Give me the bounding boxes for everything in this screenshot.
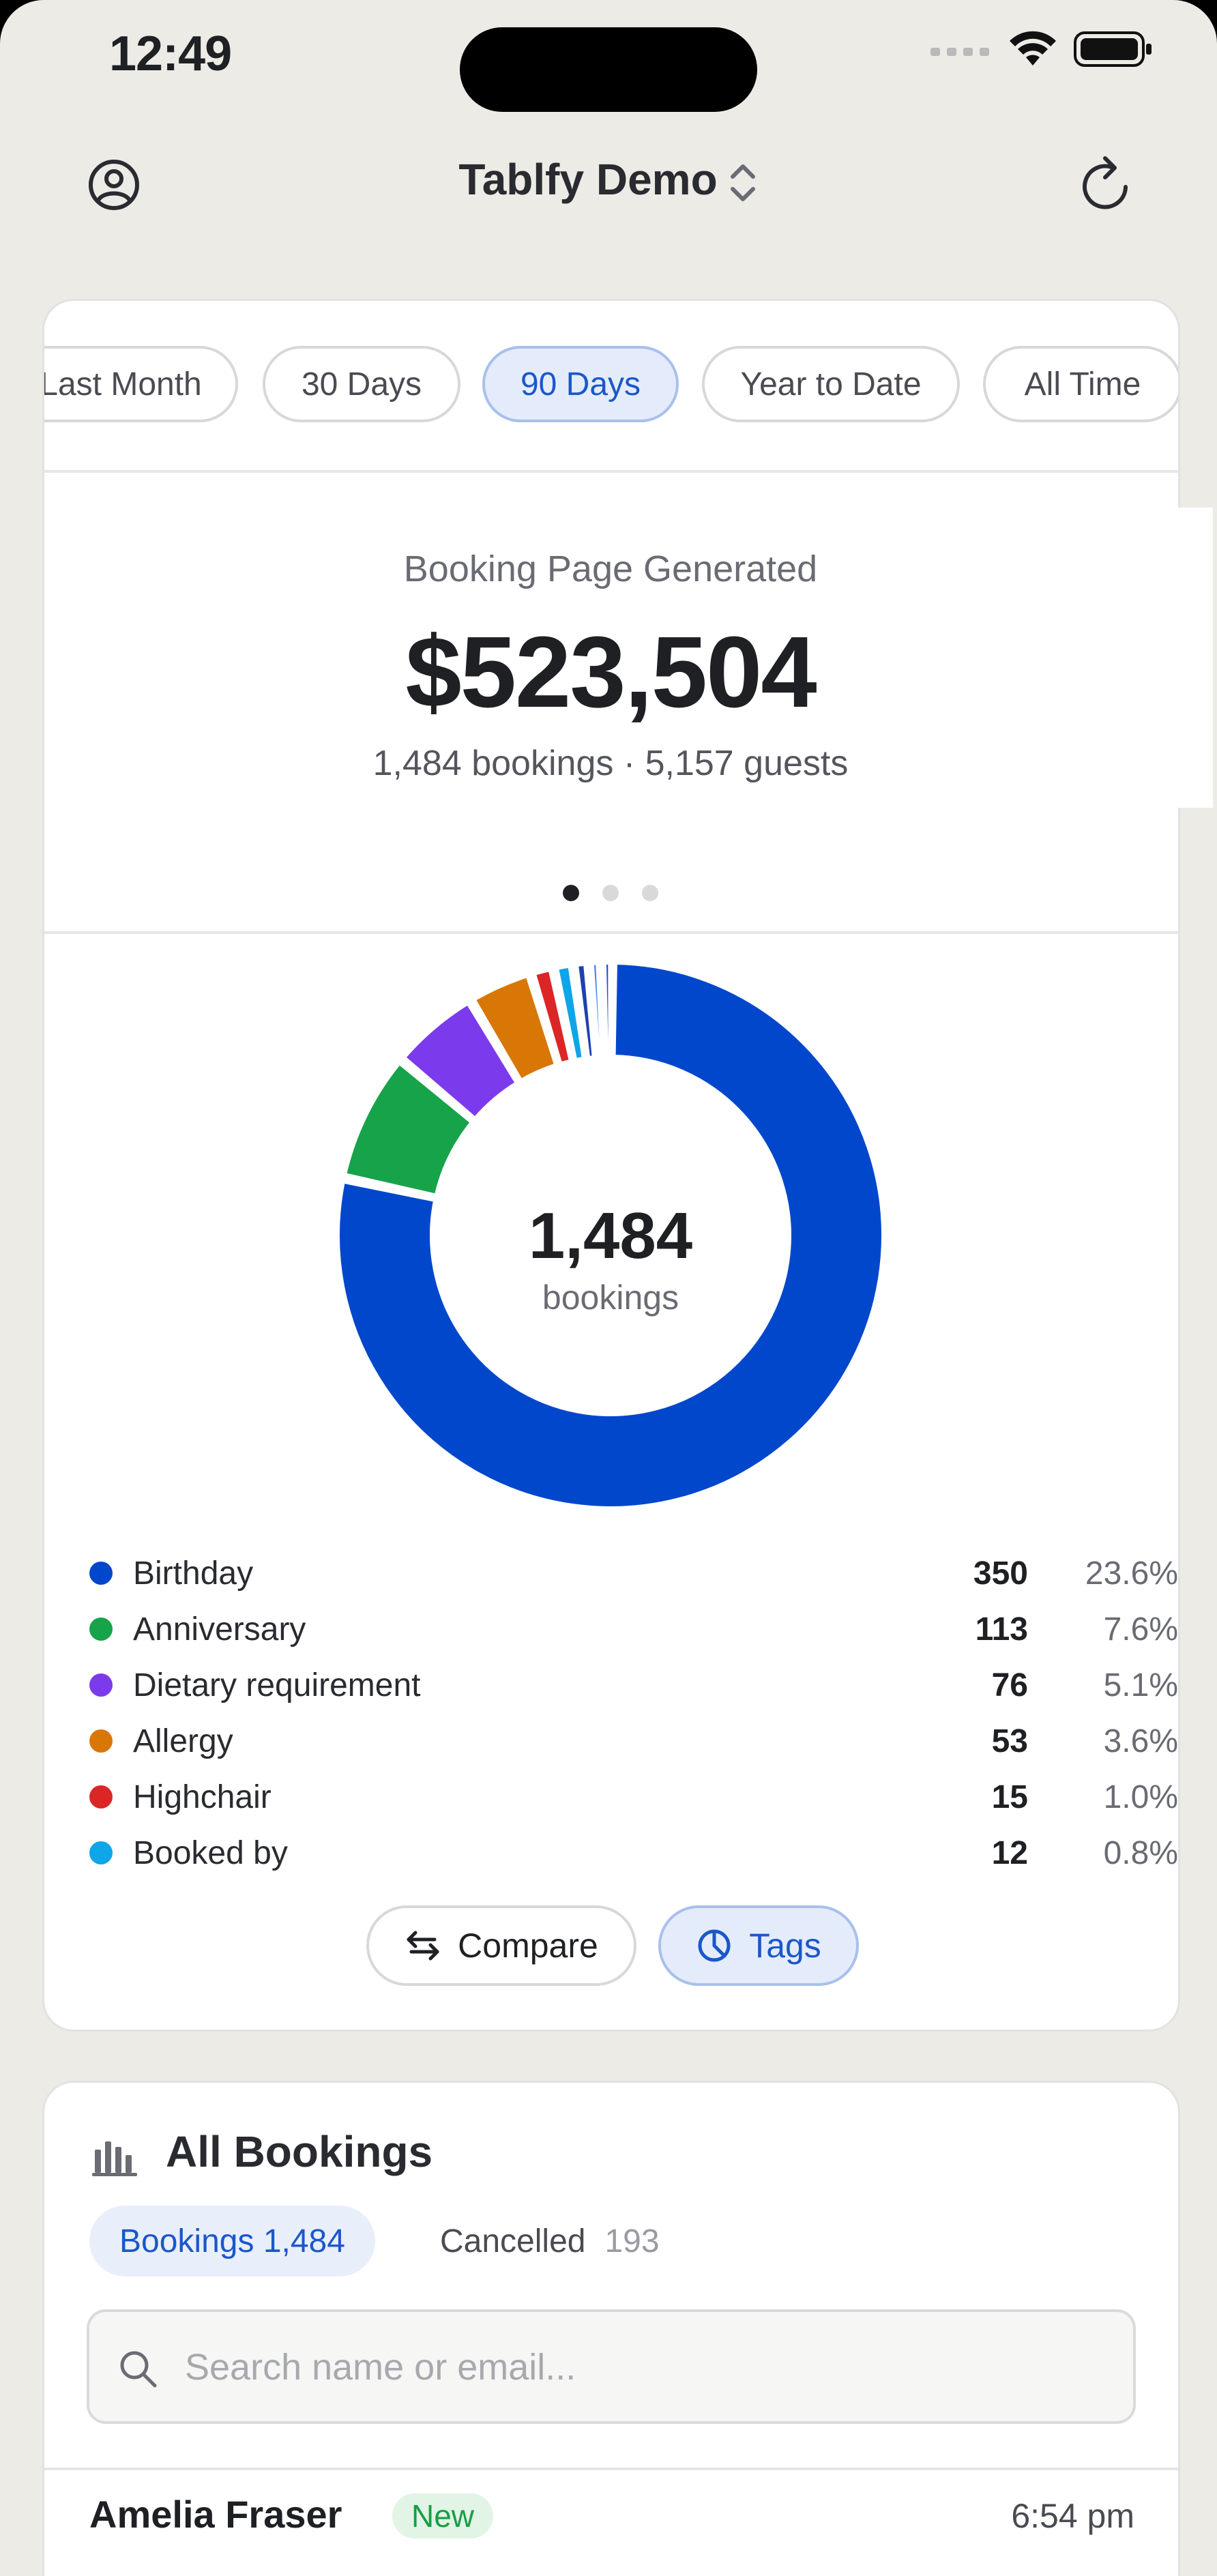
- tab-bookings-label: Bookings: [119, 2223, 254, 2259]
- legend-dot: [89, 1618, 113, 1641]
- legend-percent: 1.0%: [1103, 1779, 1178, 1815]
- donut-slice-highchair[interactable]: [531, 967, 574, 1066]
- page-dot: [602, 885, 619, 901]
- bar-chart-icon: [92, 2141, 137, 2176]
- chevron-up-down-icon: [730, 164, 755, 202]
- filter-all-time[interactable]: All Time: [983, 346, 1178, 422]
- legend-percent: 23.6%: [1085, 1555, 1178, 1592]
- legend-percent: 5.1%: [1103, 1667, 1178, 1703]
- tab-cancelled[interactable]: Cancelled 193: [440, 2206, 660, 2277]
- legend-item[interactable]: Highchair 15 1.0%: [87, 1773, 1178, 1828]
- donut-slice-other[interactable]: [589, 961, 604, 1059]
- donut-slice-dietary-requirement[interactable]: [401, 1000, 520, 1122]
- compare-label: Compare: [458, 1927, 598, 1965]
- status-icons: [930, 30, 1153, 68]
- tab-bookings[interactable]: Bookings 1,484: [89, 2206, 375, 2277]
- tags-button[interactable]: Tags: [658, 1905, 859, 1986]
- compare-button[interactable]: Compare: [366, 1905, 636, 1986]
- legend-percent: 0.8%: [1103, 1835, 1178, 1871]
- donut-slice-booked-by[interactable]: [555, 963, 586, 1063]
- donut-center-label: bookings: [542, 1278, 679, 1317]
- legend-count: 53: [991, 1723, 1028, 1759]
- refresh-icon[interactable]: [1075, 151, 1137, 217]
- legend-count: 113: [975, 1611, 1028, 1648]
- battery-icon: [1074, 31, 1152, 67]
- filter-90-days[interactable]: 90 Days: [482, 346, 679, 422]
- status-badge: New: [392, 2493, 494, 2538]
- search-input[interactable]: [184, 2339, 1073, 2395]
- legend-count: 350: [973, 1555, 1028, 1592]
- legend-label: Dietary requirement: [133, 1667, 421, 1703]
- tags-donut-chart: [336, 961, 885, 1510]
- pie-chart-icon: [698, 1929, 731, 1962]
- nav-bar: Tablfy Demo: [0, 136, 1217, 232]
- search-box: [87, 2309, 1136, 2424]
- edge-overlay: [1175, 508, 1213, 808]
- divider: [44, 2468, 1178, 2470]
- venue-switcher[interactable]: Tablfy Demo: [0, 154, 1217, 205]
- search-icon: [120, 2351, 157, 2388]
- legend-dot: [89, 1729, 113, 1753]
- arrows-swap-icon: [407, 1931, 439, 1961]
- legend-label: Birthday: [133, 1555, 254, 1592]
- legend-label: Highchair: [133, 1779, 272, 1815]
- summary-subtitle: 1,484 bookings · 5,157 guests: [372, 744, 849, 783]
- legend-dot: [89, 1673, 113, 1697]
- legend-dot: [89, 1562, 113, 1585]
- legend-dot: [89, 1841, 113, 1864]
- legend-percent: 7.6%: [1103, 1611, 1178, 1648]
- section-title: All Bookings: [166, 2127, 433, 2176]
- legend-item[interactable]: Booked by 12 0.8%: [87, 1829, 1178, 1884]
- dynamic-island: [460, 27, 757, 112]
- page-dot: [563, 885, 579, 901]
- tags-label: Tags: [749, 1927, 821, 1965]
- booking-time: 6:54 pm: [1011, 2497, 1134, 2535]
- divider: [44, 931, 1178, 934]
- all-bookings-card: All Bookings Bookings 1,484 Cancelled 193…: [42, 2081, 1180, 2576]
- legend-item[interactable]: Dietary requirement 76 5.1%: [87, 1661, 1178, 1716]
- page-indicator[interactable]: [563, 885, 658, 901]
- legend-item[interactable]: Anniversary 113 7.6%: [87, 1605, 1178, 1660]
- legend-count: 15: [991, 1779, 1028, 1815]
- wifi-icon: [1010, 31, 1056, 65]
- donut-slice-other[interactable]: [602, 961, 613, 1059]
- venue-name: Tablfy Demo: [458, 155, 718, 204]
- cellular-signal-icon: [930, 48, 989, 56]
- tab-cancelled-count: 193: [604, 2223, 660, 2259]
- booking-guest-name[interactable]: Amelia Fraser: [89, 2493, 342, 2536]
- filter-30-days[interactable]: 30 Days: [263, 346, 460, 422]
- donut-slice-other[interactable]: [574, 961, 596, 1061]
- analytics-card: Last Month 30 Days 90 Days Year to Date …: [42, 299, 1180, 2032]
- filter-year-to-date[interactable]: Year to Date: [702, 346, 960, 422]
- page-dot: [642, 885, 658, 901]
- donut-slice-anniversary[interactable]: [342, 1060, 475, 1198]
- legend-item[interactable]: Allergy 53 3.6%: [87, 1717, 1178, 1772]
- date-range-filters: Last Month 30 Days 90 Days Year to Date …: [44, 346, 1178, 425]
- summary-label: Booking Page Generated: [403, 548, 818, 589]
- donut-center-value: 1,484: [528, 1199, 693, 1272]
- divider: [44, 470, 1178, 473]
- legend-dot: [89, 1785, 113, 1809]
- legend-count: 76: [991, 1667, 1028, 1703]
- legend-label: Booked by: [133, 1835, 288, 1871]
- summary-value: $523,504: [405, 616, 817, 729]
- legend-item[interactable]: Birthday 350 23.6%: [87, 1549, 1178, 1604]
- status-time: 12:49: [109, 27, 232, 81]
- filter-last-month[interactable]: Last Month: [44, 346, 238, 422]
- donut-slice-birthday[interactable]: [336, 961, 885, 1510]
- legend-label: Anniversary: [133, 1611, 306, 1648]
- tab-cancelled-label: Cancelled: [440, 2223, 586, 2259]
- legend-percent: 3.6%: [1103, 1723, 1178, 1759]
- tab-bookings-count: 1,484: [263, 2223, 345, 2259]
- account-icon[interactable]: [83, 154, 145, 216]
- donut-slice-allergy[interactable]: [471, 973, 559, 1083]
- legend-count: 12: [991, 1835, 1028, 1871]
- legend-label: Allergy: [133, 1723, 233, 1759]
